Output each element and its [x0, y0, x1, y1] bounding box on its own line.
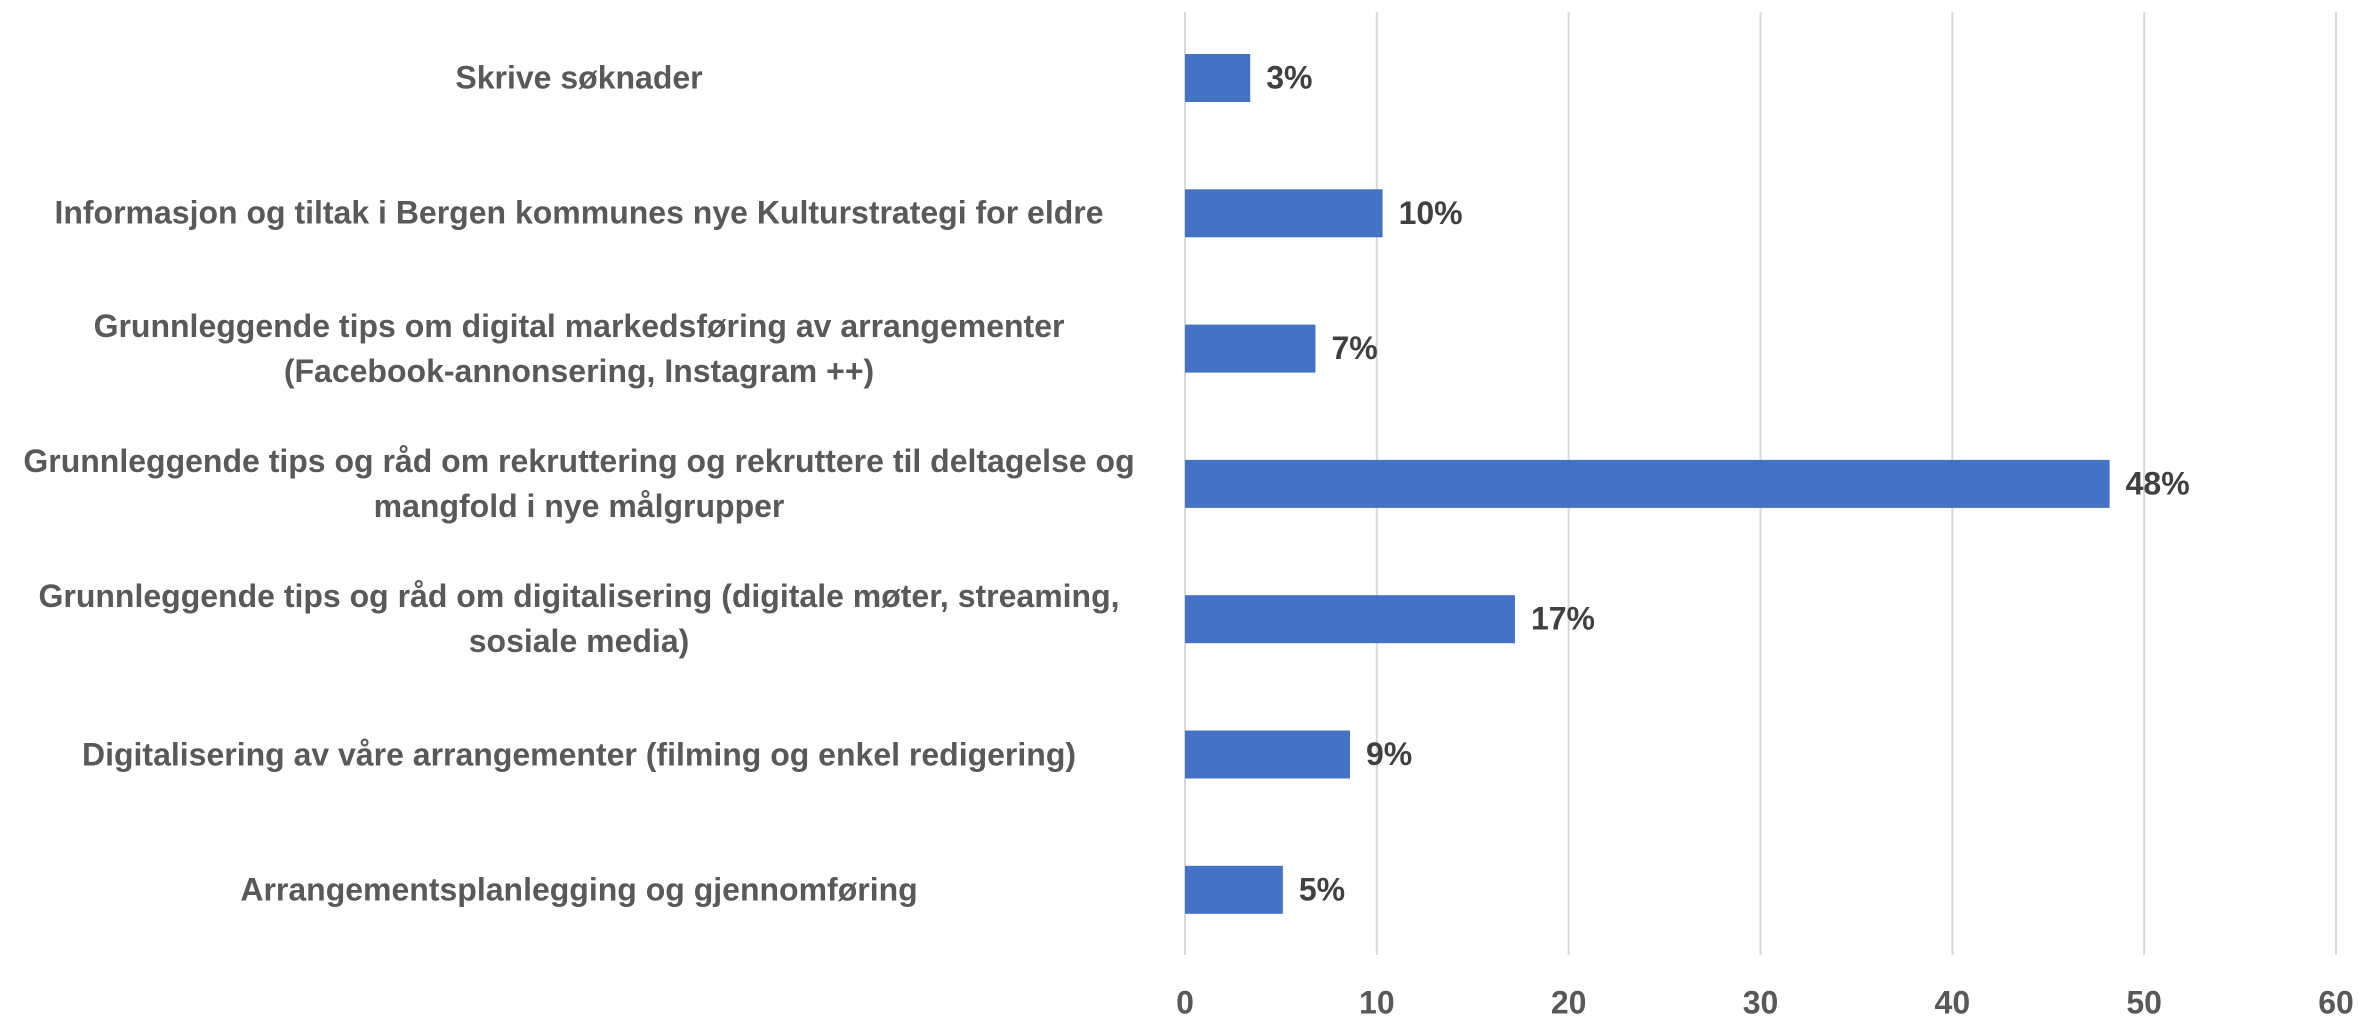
bar [1185, 189, 1383, 238]
data-label: 9% [1366, 736, 1412, 772]
category-label: Grunnleggende tips om digital markedsfør… [93, 307, 1065, 389]
bar [1185, 459, 2110, 508]
x-tick-label: 30 [1743, 984, 1779, 1020]
x-tick-label: 50 [2126, 984, 2162, 1020]
data-label: 48% [2126, 465, 2190, 501]
x-tick-label: 20 [1551, 984, 1587, 1020]
category-label: Grunnleggende tips og råd om digitaliser… [38, 578, 1120, 660]
data-label: 7% [1331, 330, 1377, 366]
bar [1185, 730, 1350, 779]
bar [1185, 54, 1251, 102]
data-label: 10% [1399, 195, 1463, 231]
x-tick-label: 10 [1359, 984, 1395, 1020]
category-label: Arrangementsplanlegging og gjennomføring [240, 871, 918, 908]
data-label: 3% [1266, 59, 1312, 95]
x-tick-label: 60 [2318, 984, 2354, 1020]
bar [1185, 324, 1316, 373]
x-tick-label: 40 [1935, 984, 1971, 1020]
category-label: Grunnleggende tips og råd om rekrutterin… [23, 442, 1135, 524]
bar [1185, 595, 1515, 644]
bar [1185, 865, 1283, 914]
data-label: 5% [1299, 871, 1345, 907]
category-label: Informasjon og tiltak i Bergen kommunes … [54, 194, 1104, 231]
data-label: 17% [1531, 601, 1595, 637]
x-tick-label: 0 [1176, 984, 1194, 1020]
category-label: Skrive søknader [455, 59, 703, 96]
category-label: Digitalisering av våre arrangementer (fi… [81, 736, 1077, 772]
